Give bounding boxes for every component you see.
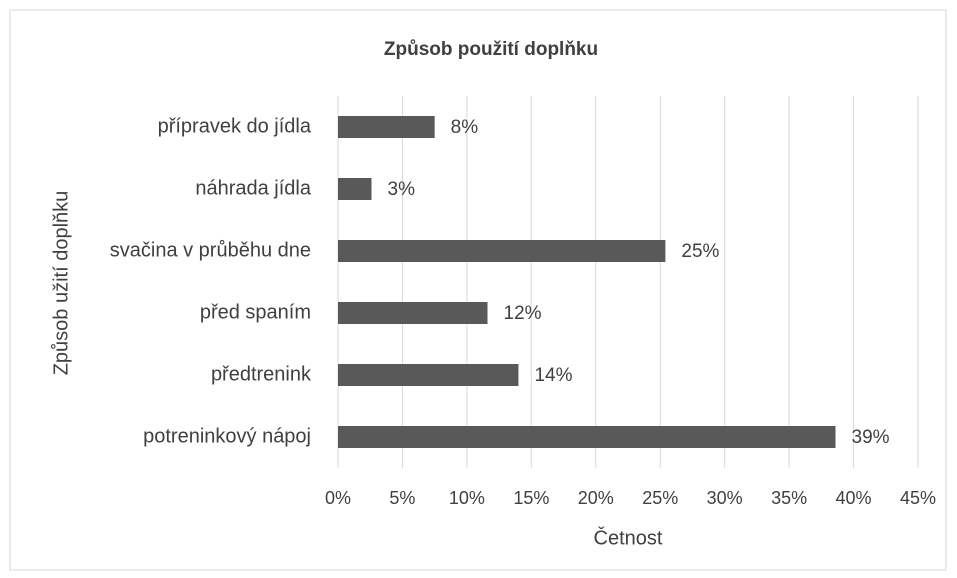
data-label: 14% (534, 365, 572, 386)
bar (338, 364, 519, 386)
chart-title: Způsob použití doplňku (384, 39, 598, 60)
y-tick-label: svačina v průběhu dne (110, 239, 311, 261)
x-tick-label: 45% (900, 488, 936, 508)
data-label: 25% (681, 241, 719, 262)
y-tick-label: potreninkový nápoj (143, 425, 311, 447)
x-tick-label: 20% (578, 488, 614, 508)
x-tick-label: 10% (449, 488, 485, 508)
y-tick-label: náhrada jídla (195, 177, 312, 199)
x-tick-label: 15% (513, 488, 549, 508)
x-tick-label: 35% (771, 488, 807, 508)
y-tick-label: předtrenink (211, 363, 312, 385)
y-tick-label: před spaním (200, 301, 311, 323)
data-label: 39% (852, 427, 890, 448)
x-tick-label: 5% (389, 488, 415, 508)
x-tick-label: 25% (642, 488, 678, 508)
bar (338, 426, 836, 448)
data-label: 8% (451, 117, 479, 138)
y-tick-label: přípravek do jídla (158, 115, 312, 137)
x-tick-label: 30% (707, 488, 743, 508)
y-axis-title: Způsob užití doplňku (50, 191, 72, 376)
bar (338, 240, 666, 262)
x-axis-title: Četnost (594, 526, 663, 549)
data-label: 12% (504, 303, 542, 324)
data-label: 3% (388, 179, 416, 200)
bar (338, 302, 488, 324)
chart-frame (9, 9, 947, 571)
x-tick-label: 40% (836, 488, 872, 508)
bar (338, 178, 372, 200)
bar (338, 116, 435, 138)
x-tick-label: 0% (325, 488, 351, 508)
